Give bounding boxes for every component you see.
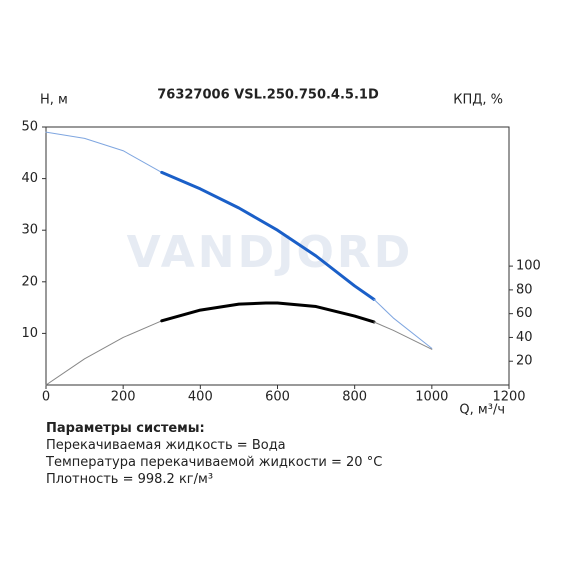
parameters-heading: Параметры системы: [46,421,205,436]
x-tick-label: 400 [188,390,213,405]
watermark: VANDJORD [127,227,414,278]
y2-axis-label: КПД, % [453,93,503,108]
y-tick-label: 10 [21,326,38,341]
y-tick-label: 40 [21,171,38,186]
x-axis-label: Q, м³/ч [459,403,505,418]
y2-tick-label: 20 [516,354,533,369]
curve [373,321,433,350]
y-tick-label: 20 [21,274,38,289]
y2-tick-label: 60 [516,306,533,321]
parameter-line: Перекачиваемая жидкость = Вода [46,438,286,453]
y2-tick-label: 40 [516,330,533,345]
y-tick-label: 50 [21,120,38,135]
y2-tick-label: 100 [516,259,541,274]
parameter-line: Плотность = 998.2 кг/м³ [46,472,214,487]
x-tick-label: 800 [342,390,367,405]
curve [160,301,376,324]
y2-tick-label: 80 [516,282,533,297]
curve [45,131,163,173]
chart-title: 76327006 VSL.250.750.4.5.1D [157,88,379,103]
x-tick-label: 1200 [492,390,525,405]
x-tick-label: 1000 [415,390,448,405]
y-axis-label: H, м [40,93,68,108]
curve [160,170,376,301]
x-tick-label: 0 [42,390,50,405]
x-tick-label: 600 [265,390,290,405]
curve [45,320,163,386]
curve [373,298,433,349]
y-tick-label: 30 [21,223,38,238]
x-tick-label: 200 [111,390,136,405]
parameter-line: Температура перекачиваемой жидкости = 20… [46,455,383,470]
parameters: Параметры системы: Перекачиваемая жидкос… [46,420,382,488]
